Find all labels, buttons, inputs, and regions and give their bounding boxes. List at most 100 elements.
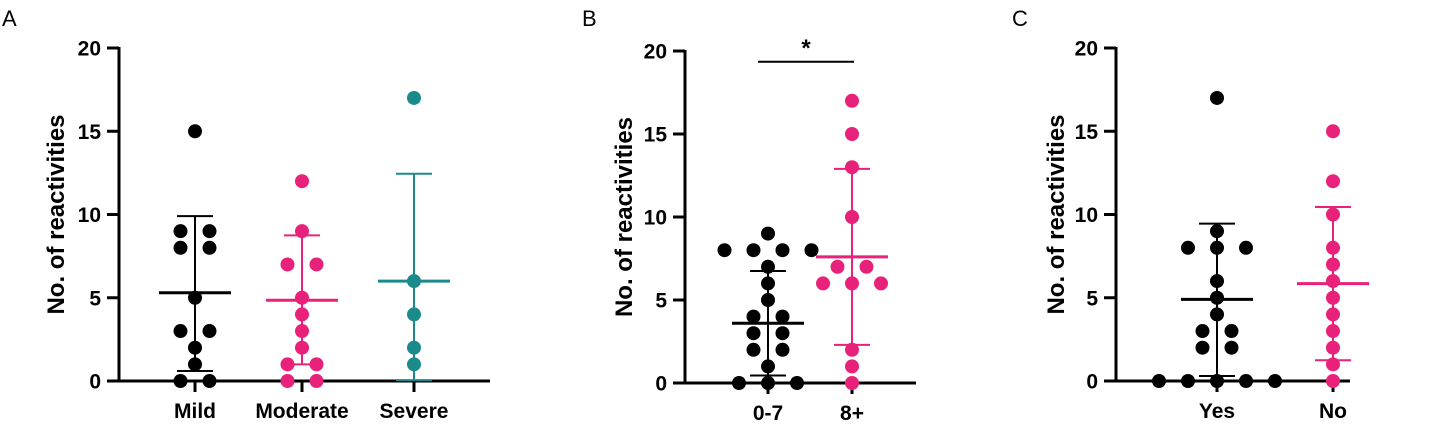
data-point: [804, 243, 819, 258]
data-point: [845, 359, 859, 374]
data-point: [746, 342, 761, 357]
data-point: [845, 276, 859, 291]
y-tick-label: 20: [78, 38, 101, 61]
panel-a: A 0 5 10 15 20 No. of reactivities Mild Moderate…: [2, 6, 490, 423]
data-point: [1195, 324, 1210, 339]
data-point: [761, 276, 775, 291]
data-point: [775, 342, 790, 357]
data-point: [407, 90, 421, 105]
y-tick-label: 10: [1075, 204, 1098, 227]
data-point: [761, 376, 775, 390]
data-point: [845, 93, 859, 108]
y-tick-label: 5: [655, 290, 667, 313]
data-point: [1210, 307, 1224, 322]
data-point: [1224, 340, 1239, 355]
significance-label: *: [801, 35, 811, 62]
data-point: [202, 324, 217, 339]
data-point: [746, 309, 761, 324]
data-point: [1326, 207, 1340, 222]
data-point: [1326, 257, 1340, 272]
data-point: [1326, 290, 1340, 305]
data-point: [173, 224, 188, 239]
data-point: [1326, 357, 1340, 372]
data-point: [1239, 374, 1253, 388]
data-point: [173, 324, 188, 339]
data-point: [732, 376, 746, 390]
data-point: [1181, 240, 1195, 255]
data-point: [295, 174, 309, 189]
x-tick-label: Mild: [174, 400, 216, 423]
data-point: [188, 290, 202, 305]
data-point: [188, 340, 202, 355]
data-point: [1268, 374, 1282, 388]
data-point: [830, 259, 845, 274]
data-point: [280, 257, 295, 272]
panel-letter: B: [582, 6, 597, 31]
y-tick-label: 20: [1075, 38, 1098, 61]
data-point: [761, 293, 775, 307]
data-point: [202, 240, 217, 255]
data-point: [761, 359, 775, 374]
data-point: [309, 374, 324, 388]
data-point: [188, 357, 202, 372]
data-point: [746, 326, 761, 341]
y-axis-title: No. of reactivities: [1043, 114, 1070, 314]
y-tick-label: 15: [78, 121, 102, 144]
data-point: [775, 243, 790, 258]
x-tick-label: Severe: [380, 400, 449, 423]
data-point: [309, 357, 324, 372]
data-point: [407, 340, 421, 355]
data-point: [173, 374, 188, 388]
y-tick-label: 10: [644, 207, 667, 230]
data-point: [1210, 290, 1224, 305]
data-point: [845, 127, 859, 141]
data-point: [295, 324, 309, 339]
data-point: [1326, 174, 1340, 189]
data-point: [1210, 224, 1224, 239]
data-point: [1210, 374, 1224, 388]
y-tick-label: 10: [78, 204, 101, 227]
data-point: [407, 274, 421, 289]
data-point: [1326, 124, 1340, 139]
data-point: [717, 243, 732, 258]
data-point: [775, 326, 790, 341]
y-tick-label: 0: [1086, 371, 1098, 394]
data-point: [1326, 240, 1340, 255]
data-point: [1239, 240, 1253, 255]
data-point: [761, 226, 775, 241]
data-point: [295, 307, 309, 322]
data-point: [1210, 240, 1224, 255]
data-point: [202, 374, 217, 388]
y-tick-label: 15: [1075, 121, 1099, 144]
data-point: [407, 307, 421, 322]
x-tick-label: 8+: [840, 402, 864, 425]
data-point: [1326, 340, 1340, 355]
y-tick-label: 5: [1086, 287, 1098, 310]
data-point: [859, 259, 874, 274]
data-point: [746, 243, 761, 258]
x-tick-label: 0-7: [753, 402, 783, 425]
y-tick-label: 5: [89, 287, 101, 310]
data-point: [280, 357, 295, 372]
data-point: [280, 374, 295, 388]
data-point: [761, 259, 775, 274]
data-point: [816, 276, 830, 291]
panel-letter: A: [2, 6, 17, 31]
data-point: [407, 357, 421, 372]
x-tick-label: Yes: [1199, 400, 1235, 423]
data-point: [188, 124, 202, 139]
data-point: [1224, 324, 1239, 339]
data-point: [845, 342, 859, 357]
data-point: [1326, 307, 1340, 322]
data-point: [1210, 274, 1224, 289]
data-point: [1210, 90, 1224, 105]
y-tick-label: 0: [655, 373, 667, 396]
data-point: [173, 240, 188, 255]
data-point: [295, 290, 309, 305]
y-tick-label: 15: [644, 124, 668, 147]
panel-b: B 0 5 10 15 20 No. of reactivities 0-7 8+ *: [582, 6, 916, 425]
data-point: [295, 340, 309, 355]
y-axis-title: No. of reactivities: [611, 117, 638, 317]
y-tick-label: 0: [89, 371, 101, 394]
